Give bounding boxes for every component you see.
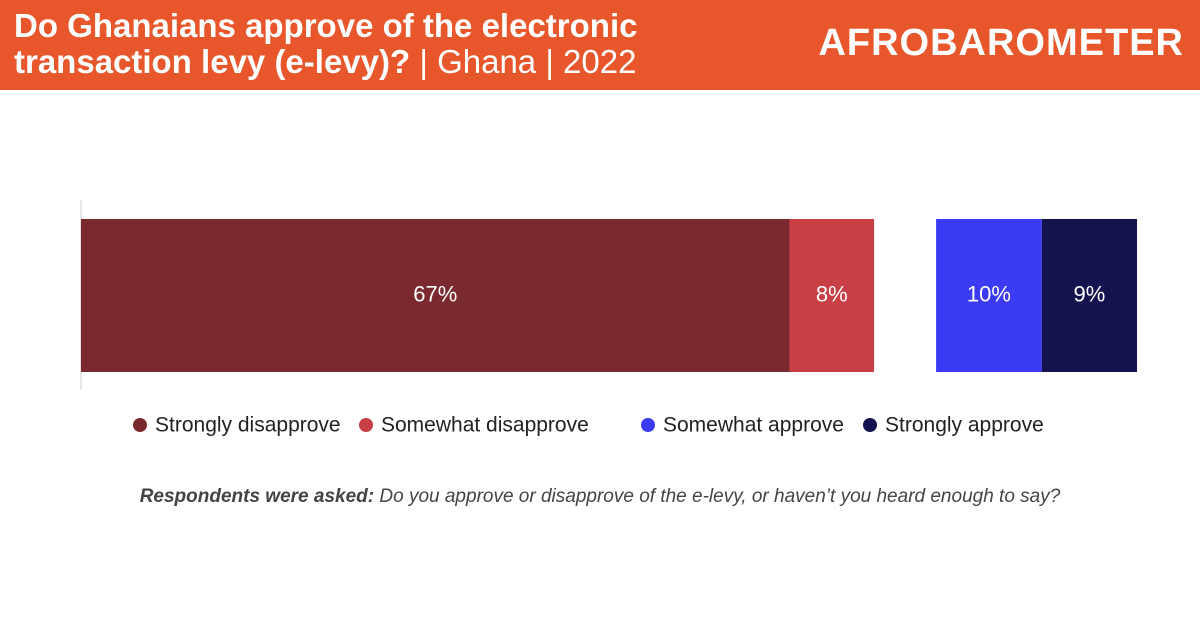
data-label: 8% [816, 281, 848, 306]
logo: AFROBAROMETER [818, 22, 1184, 64]
bar-segment [936, 219, 1042, 372]
legend-marker [359, 418, 373, 432]
legend-label: Strongly approve [885, 414, 1044, 437]
data-label: 67% [413, 281, 457, 306]
bar-segment [789, 219, 875, 372]
note-text: Do you approve or disapprove of the e-le… [379, 486, 1061, 507]
header: Do Ghanaians approve of the electronic t… [0, 0, 1200, 90]
title-text: Do Ghanaians approve of the electronic t… [14, 7, 638, 80]
bar-segment [1041, 219, 1137, 372]
legend-label: Somewhat disapprove [381, 414, 589, 437]
legend-label: Strongly disapprove [155, 414, 341, 437]
chart-title: Do Ghanaians approve of the electronic t… [14, 8, 774, 80]
note-label: Respondents were asked: [139, 486, 375, 507]
subtitle: | Ghana | 2022 [419, 43, 637, 80]
legend-label: Somewhat approve [663, 414, 844, 437]
legend-marker [863, 418, 877, 432]
bar-segment [81, 219, 790, 372]
data-label: 9% [1074, 281, 1106, 306]
data-label: 10% [967, 281, 1011, 306]
footnote: Respondents were asked: Do you approve o… [0, 486, 1200, 508]
legend-marker [641, 418, 655, 432]
legend-marker [133, 418, 147, 432]
